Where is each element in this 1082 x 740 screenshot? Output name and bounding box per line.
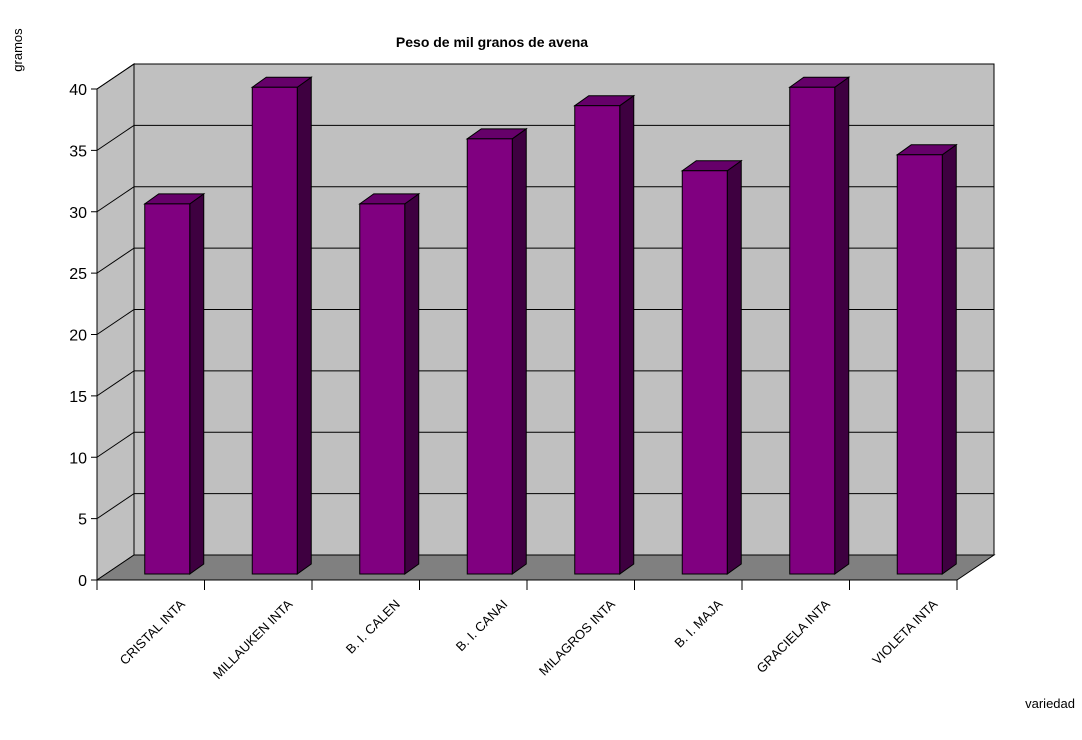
x-tick-label: B. I. CALEN — [343, 597, 403, 657]
bar — [573, 94, 636, 575]
y-tick-label: 5 — [78, 512, 87, 529]
bar-side — [941, 143, 957, 575]
bar — [465, 127, 528, 575]
gridline-side — [96, 124, 135, 151]
bar-front — [251, 86, 298, 575]
chart-walls — [95, 63, 996, 581]
x-tick-label: GRACIELA INTA — [753, 596, 833, 676]
y-tick-label: 20 — [69, 328, 87, 345]
bar-side — [296, 76, 312, 575]
bar — [143, 192, 206, 575]
x-tick-label: MILLAUKEN INTA — [210, 596, 296, 682]
bar-side — [511, 127, 527, 575]
bar — [680, 159, 743, 575]
gridline-side — [96, 493, 135, 520]
gridline-side — [96, 431, 135, 458]
x-axis-label: variedad — [1025, 696, 1075, 711]
floor — [95, 554, 996, 581]
y-tick-label: 35 — [69, 143, 87, 160]
y-tick-label: 0 — [78, 573, 87, 590]
x-tick-label: MILAGROS INTA — [536, 596, 618, 678]
bar-side — [834, 76, 850, 575]
chart-title: Peso de mil granos de avena — [396, 34, 588, 50]
bar — [788, 76, 851, 575]
gridline-side — [96, 309, 135, 335]
y-tick-label: 40 — [69, 82, 87, 99]
y-tick-label: 15 — [69, 389, 87, 406]
gridline-side — [96, 247, 135, 274]
y-tick-label: 10 — [69, 450, 87, 467]
bar-side — [726, 159, 742, 575]
y-axis-label: gramos — [10, 28, 25, 72]
bar — [250, 76, 313, 575]
bar-front — [896, 154, 943, 575]
bar — [358, 192, 421, 575]
bar-front — [144, 203, 191, 575]
x-tick-label: B. I. MAJA — [671, 596, 725, 650]
bars — [143, 76, 958, 575]
bar-front — [466, 138, 513, 575]
gridline-side — [96, 186, 135, 213]
x-tick-label: B. I. CANAI — [453, 597, 511, 655]
bar-front — [789, 86, 836, 575]
bar-front — [681, 170, 728, 575]
x-tick-label: CRISTAL INTA — [117, 596, 188, 667]
bar-side — [619, 94, 635, 575]
y-tick-label: 25 — [69, 266, 87, 283]
bar-front — [574, 105, 621, 575]
gridline-side — [96, 370, 135, 397]
bar-side — [189, 192, 205, 575]
x-tick-label: VIOLETA INTA — [869, 596, 940, 667]
bar-side — [404, 192, 420, 575]
y-tick-label: 30 — [69, 205, 87, 222]
gridline-side — [96, 63, 135, 90]
bar-front — [359, 203, 406, 575]
bar — [895, 143, 958, 575]
